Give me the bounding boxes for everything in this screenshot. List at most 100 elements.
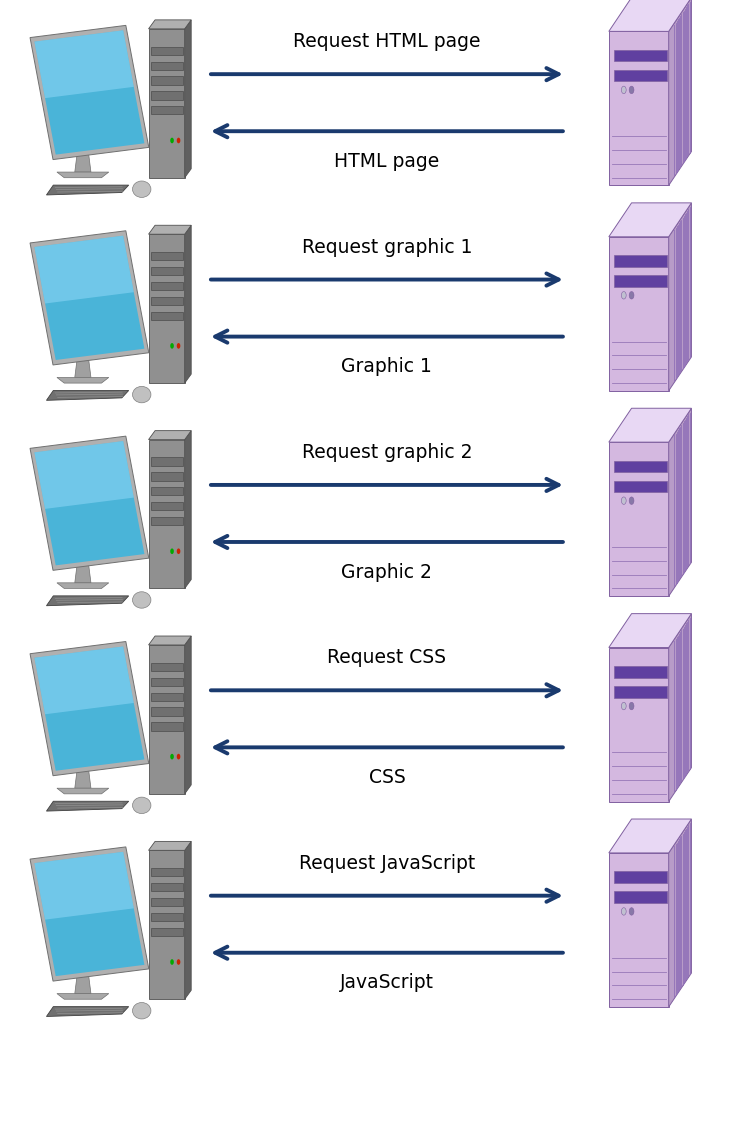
Text: Graphic 2: Graphic 2 (342, 563, 432, 582)
Polygon shape (614, 686, 667, 697)
Polygon shape (150, 868, 182, 876)
Polygon shape (669, 614, 691, 801)
Polygon shape (74, 144, 91, 172)
Polygon shape (150, 517, 182, 525)
Polygon shape (609, 647, 669, 801)
Polygon shape (148, 636, 191, 645)
Text: Request HTML page: Request HTML page (293, 32, 480, 51)
Circle shape (170, 343, 174, 349)
Circle shape (170, 549, 174, 555)
Circle shape (177, 960, 180, 965)
Polygon shape (34, 852, 134, 920)
Polygon shape (185, 430, 191, 589)
Text: Request JavaScript: Request JavaScript (299, 853, 475, 873)
Polygon shape (150, 898, 182, 906)
Ellipse shape (133, 387, 151, 403)
Polygon shape (150, 693, 182, 701)
Polygon shape (148, 850, 185, 1000)
Circle shape (629, 497, 634, 504)
Polygon shape (57, 788, 109, 794)
Text: Request graphic 1: Request graphic 1 (301, 237, 472, 257)
Circle shape (621, 908, 626, 915)
Polygon shape (150, 487, 182, 495)
Polygon shape (148, 430, 191, 439)
Polygon shape (150, 707, 182, 715)
Polygon shape (609, 237, 669, 390)
Polygon shape (150, 311, 182, 319)
Polygon shape (185, 19, 191, 178)
Polygon shape (34, 31, 134, 98)
Polygon shape (609, 442, 669, 596)
Circle shape (629, 703, 634, 710)
Polygon shape (185, 636, 191, 794)
Polygon shape (609, 203, 691, 237)
Polygon shape (150, 76, 182, 84)
Polygon shape (47, 596, 128, 606)
Circle shape (170, 754, 174, 760)
Polygon shape (47, 185, 128, 195)
Polygon shape (148, 439, 185, 589)
Circle shape (629, 908, 634, 915)
Polygon shape (150, 472, 182, 480)
Polygon shape (30, 436, 149, 570)
Polygon shape (34, 647, 145, 771)
Polygon shape (614, 666, 667, 678)
Circle shape (170, 960, 174, 965)
Polygon shape (150, 267, 182, 275)
Polygon shape (148, 645, 185, 794)
Polygon shape (609, 0, 691, 32)
Polygon shape (614, 872, 667, 883)
Circle shape (621, 703, 626, 710)
Polygon shape (30, 847, 149, 981)
Polygon shape (148, 19, 191, 29)
Polygon shape (669, 203, 691, 390)
Polygon shape (150, 47, 182, 55)
Ellipse shape (133, 592, 151, 608)
Polygon shape (34, 236, 145, 361)
Polygon shape (150, 678, 182, 686)
Polygon shape (148, 225, 191, 234)
Text: Request CSS: Request CSS (327, 648, 447, 667)
Polygon shape (150, 722, 182, 730)
Polygon shape (614, 891, 667, 903)
Polygon shape (614, 256, 667, 267)
Circle shape (621, 497, 626, 504)
Polygon shape (614, 480, 667, 492)
Polygon shape (609, 853, 669, 1008)
Circle shape (177, 138, 180, 144)
Polygon shape (57, 583, 109, 589)
Circle shape (621, 292, 626, 299)
Polygon shape (150, 91, 182, 99)
Polygon shape (47, 1006, 128, 1017)
Polygon shape (150, 252, 182, 260)
Circle shape (629, 87, 634, 94)
Polygon shape (185, 841, 191, 1000)
Polygon shape (150, 502, 182, 510)
Polygon shape (609, 614, 691, 647)
Polygon shape (47, 801, 128, 811)
Polygon shape (148, 234, 185, 383)
Polygon shape (30, 25, 149, 160)
Polygon shape (34, 442, 145, 565)
Polygon shape (47, 390, 128, 400)
Circle shape (177, 343, 180, 349)
Polygon shape (609, 408, 691, 442)
Polygon shape (34, 442, 134, 509)
Text: HTML page: HTML page (334, 152, 439, 171)
Polygon shape (34, 647, 134, 714)
Polygon shape (150, 62, 182, 70)
Polygon shape (148, 29, 185, 178)
Ellipse shape (133, 181, 151, 197)
Polygon shape (614, 275, 667, 286)
Polygon shape (34, 852, 145, 976)
Polygon shape (150, 282, 182, 290)
Circle shape (621, 87, 626, 94)
Text: JavaScript: JavaScript (340, 973, 434, 993)
Circle shape (177, 549, 180, 555)
Circle shape (629, 292, 634, 299)
Polygon shape (30, 230, 149, 365)
Polygon shape (609, 32, 669, 185)
Polygon shape (150, 458, 182, 466)
Ellipse shape (133, 1003, 151, 1019)
Ellipse shape (133, 798, 151, 814)
